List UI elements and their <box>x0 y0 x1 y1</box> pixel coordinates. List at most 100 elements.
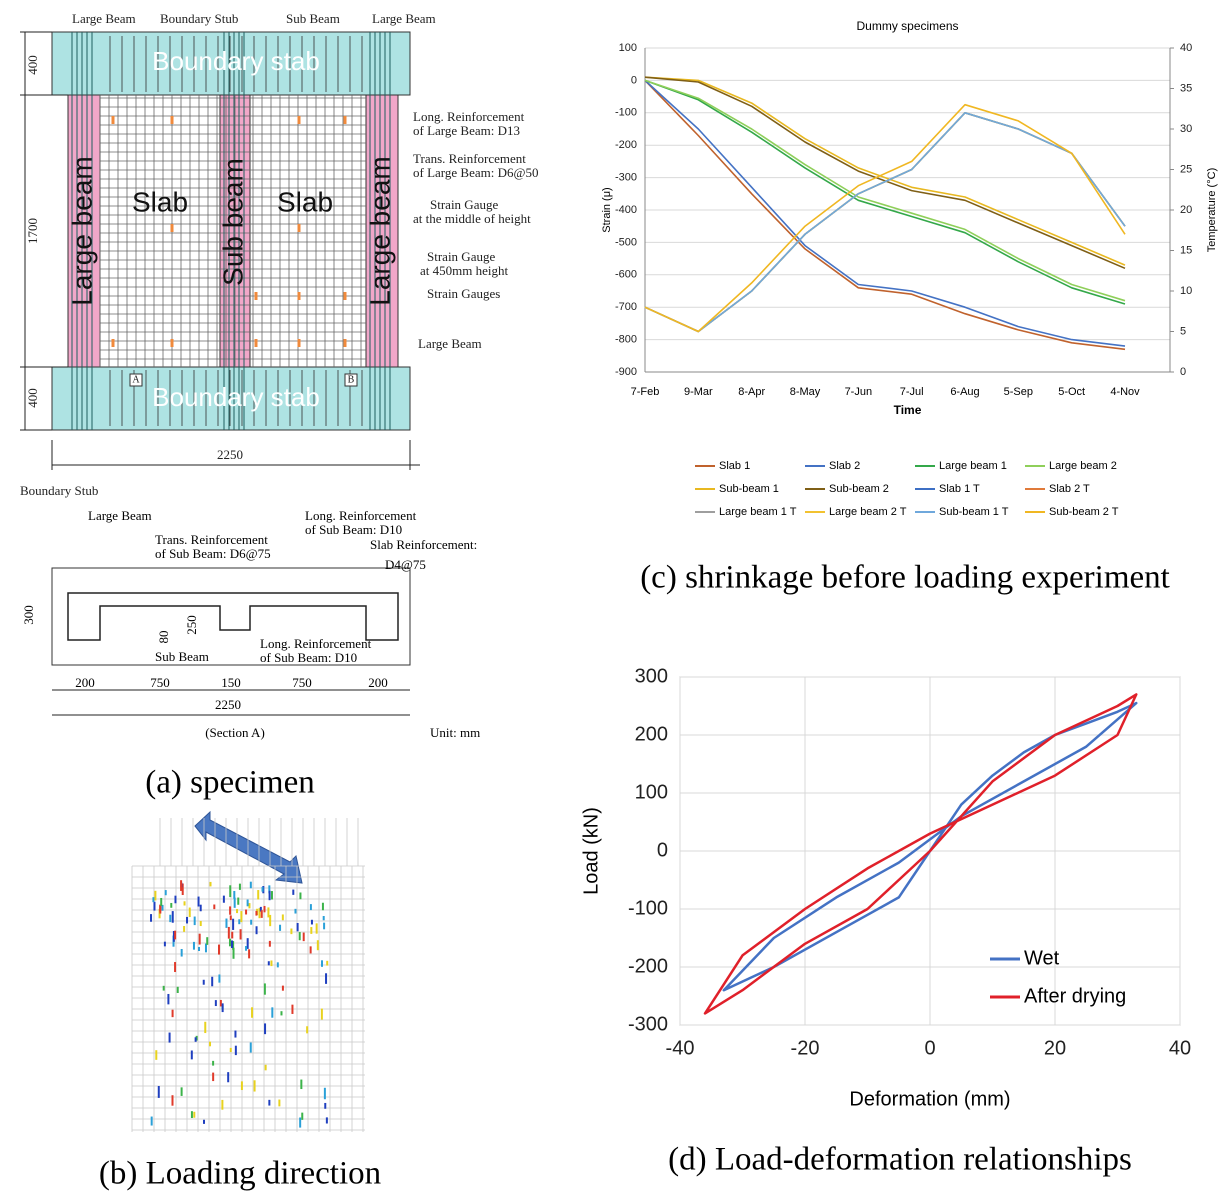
section-label: 750 <box>150 675 170 690</box>
crack-mark <box>321 960 323 967</box>
y-tick-label: -500 <box>615 236 637 248</box>
crack-mark <box>241 1081 243 1090</box>
crack-mark <box>291 1005 293 1014</box>
x-tick-label: 9-Mar <box>684 386 713 398</box>
section-label: D4@75 <box>385 557 426 572</box>
legend-label: Slab 2 T <box>1049 483 1090 495</box>
y-axis-title: Strain (μ) <box>601 187 613 232</box>
crack-mark <box>239 884 241 890</box>
crack-mark <box>221 1100 223 1110</box>
y-tick-label: -100 <box>628 897 668 919</box>
crack-mark <box>163 986 165 991</box>
crack-mark <box>326 1117 328 1123</box>
crack-mark <box>240 929 242 939</box>
plan-label: Boundary stab <box>152 46 320 76</box>
crack-mark <box>238 919 240 924</box>
crack-mark <box>306 1026 308 1033</box>
x-tick-label: 4-Nov <box>1110 386 1140 398</box>
crack-mark <box>232 919 234 930</box>
caption: (d) Load-deformation relationships <box>668 1142 1132 1178</box>
caption: (b) Loading direction <box>99 1156 381 1192</box>
x-tick-label: 7-Jun <box>845 386 873 398</box>
crack-mark <box>155 1050 157 1060</box>
plan-label: Long. Reinforcement <box>413 109 525 124</box>
crack-mark <box>170 903 172 908</box>
y-tick-label: -300 <box>615 172 637 184</box>
crack-mark <box>311 920 313 925</box>
series-line <box>645 80 1125 346</box>
crack-mark <box>264 1023 266 1034</box>
crack-mark <box>165 890 167 895</box>
crack-mark <box>310 904 312 910</box>
crack-mark <box>282 914 284 920</box>
crack-mark <box>248 903 250 908</box>
crack-mark <box>256 926 258 934</box>
crack-mark <box>231 932 233 939</box>
x-tick-label: 40 <box>1169 1037 1191 1059</box>
strain-gauge <box>255 339 258 347</box>
crack-mark <box>203 980 205 985</box>
crack-mark <box>257 890 259 899</box>
crack-mark <box>154 891 156 901</box>
strain-gauge <box>344 116 347 124</box>
crack-mark <box>316 923 318 933</box>
crack-mark <box>169 1033 171 1043</box>
caption: (a) specimen <box>145 765 315 801</box>
crack-mark <box>255 911 257 916</box>
crack-mark <box>174 962 176 972</box>
crack-mark <box>282 986 284 991</box>
y-tick-label: 0 <box>657 839 668 861</box>
crack-mark <box>169 915 171 922</box>
plan-label: B <box>348 374 355 385</box>
legend-label: Sub-beam 1 <box>719 483 779 495</box>
crack-mark <box>172 911 174 923</box>
y2-tick-label: 20 <box>1180 204 1192 216</box>
crack-mark <box>261 910 263 918</box>
crack-mark <box>183 926 185 932</box>
crack-mark <box>229 939 231 947</box>
series-line <box>705 694 1136 1013</box>
crack-mark <box>231 940 233 948</box>
section-label: 250 <box>184 615 199 635</box>
crack-mark <box>198 947 200 951</box>
plan-label: Strain Gauges <box>427 286 500 301</box>
crack-mark <box>317 940 319 950</box>
figure-page: Large BeamBoundary StubSub BeamLarge Bea… <box>0 0 1221 1193</box>
plan-label: Boundary Stub <box>20 483 98 498</box>
plan-label: Boundary Stub <box>160 11 238 26</box>
plan-label: Large beam <box>364 156 395 305</box>
section-label: 750 <box>292 675 312 690</box>
y2-tick-label: 40 <box>1180 42 1192 54</box>
crack-mark <box>227 1072 229 1082</box>
crack-mark <box>230 1048 232 1052</box>
crack-mark <box>158 1086 160 1098</box>
crack-mark <box>268 961 270 965</box>
series-line <box>645 80 1125 349</box>
crack-mark <box>160 898 162 906</box>
strain-gauge <box>298 224 301 232</box>
crack-mark <box>233 948 235 959</box>
strain-gauge <box>171 224 174 232</box>
crack-mark <box>237 898 239 905</box>
plan-label: of Large Beam: D13 <box>413 123 520 138</box>
section-label: 200 <box>75 675 95 690</box>
plan-label: at 450mm height <box>420 263 508 278</box>
crack-mark <box>200 905 202 912</box>
x-tick-label: 20 <box>1044 1037 1066 1059</box>
y-axis-title: Load (kN) <box>580 807 602 895</box>
x-tick-label: 5-Oct <box>1058 386 1085 398</box>
crack-mark <box>150 914 152 922</box>
crack-mark <box>206 937 208 945</box>
plan-label: Strain Gauge <box>430 197 498 212</box>
section-label: 80 <box>156 631 171 644</box>
section-label: Large Beam <box>88 508 152 523</box>
crack-mark <box>189 908 191 917</box>
crack-mark <box>212 1061 214 1066</box>
plan-label: Sub Beam <box>286 11 340 26</box>
crack-mark <box>324 1088 326 1099</box>
crack-mark <box>177 987 179 993</box>
y2-tick-label: 0 <box>1180 366 1186 378</box>
legend-label: Large beam 1 T <box>719 506 797 518</box>
crack-mark <box>299 892 301 899</box>
x-tick-label: 7-Jul <box>900 386 924 398</box>
